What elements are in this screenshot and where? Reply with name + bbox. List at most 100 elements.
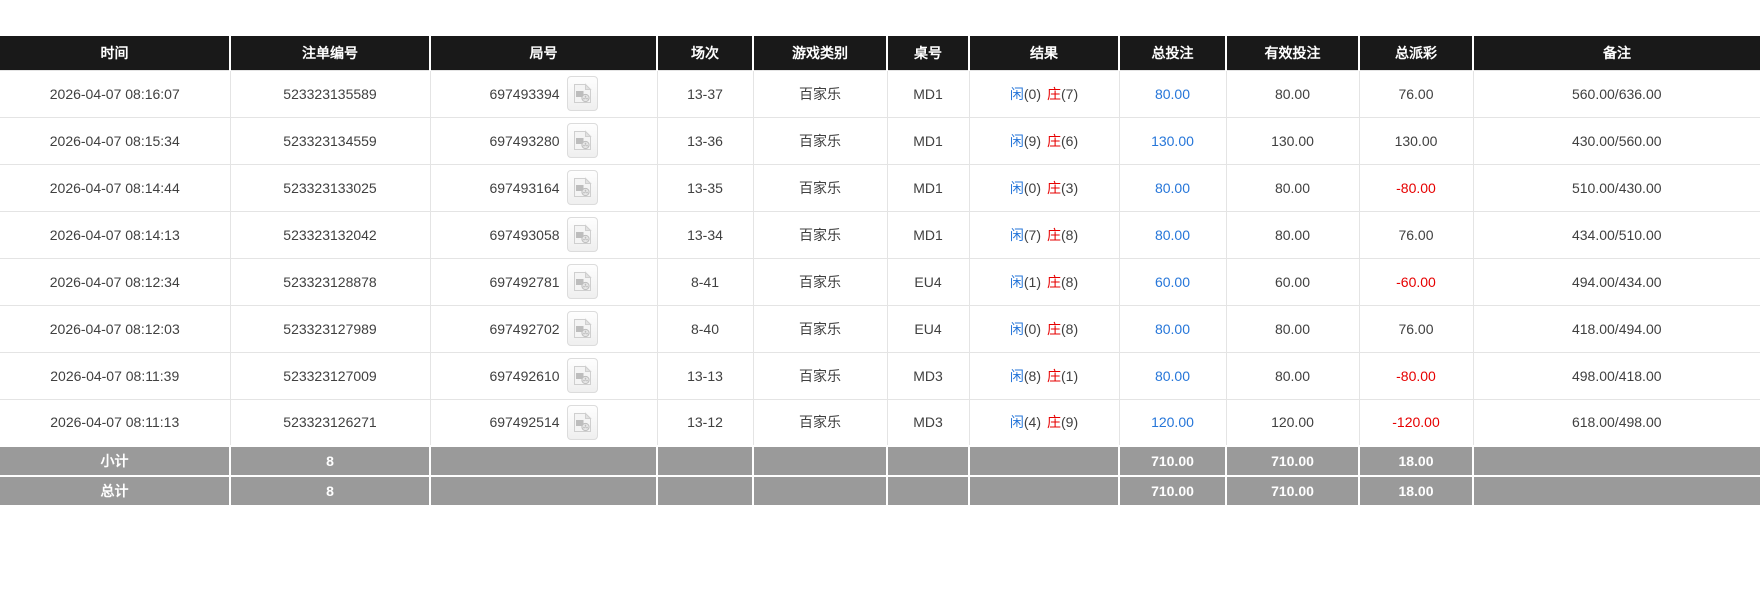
result-player-label: 闲 xyxy=(1009,132,1024,149)
total-bet-link[interactable]: 80.00 xyxy=(1154,179,1191,196)
cell-round: 697493058 xyxy=(429,210,658,259)
subtotal-row-cell-game xyxy=(752,445,888,477)
column-header-round: 局号 xyxy=(429,36,658,70)
result-player-value: (4) xyxy=(1023,414,1041,431)
video-replay-button[interactable] xyxy=(566,123,598,158)
result-banker-value: (8) xyxy=(1061,226,1079,243)
cell-bet_id: 523323127009 xyxy=(229,351,431,400)
film-icon xyxy=(573,318,592,338)
result-player-value: (7) xyxy=(1023,226,1041,243)
cell-remark: 510.00/430.00 xyxy=(1472,163,1760,212)
round-cell-content: 697493394 xyxy=(435,76,653,111)
grandtotal-row-cell-remark xyxy=(1472,475,1760,507)
column-header-result: 结果 xyxy=(968,36,1120,70)
table-row: 2026-04-07 08:11:13 523323126271 697492514… xyxy=(0,398,1760,447)
round-number: 697493164 xyxy=(489,179,560,196)
video-replay-button[interactable] xyxy=(566,217,598,252)
video-replay-button[interactable] xyxy=(566,76,598,111)
cell-time: 2026-04-07 08:14:44 xyxy=(0,163,231,212)
table-row: 2026-04-07 08:15:34 523323134559 697493280… xyxy=(0,116,1760,165)
cell-table_no: MD1 xyxy=(886,116,970,165)
result-player-label: 闲 xyxy=(1009,179,1024,196)
subtotal-row-cell-result xyxy=(968,445,1120,477)
cell-total_bet: 80.00 xyxy=(1118,304,1227,353)
cell-payout: -120.00 xyxy=(1358,398,1474,447)
video-replay-button[interactable] xyxy=(566,311,598,346)
film-icon xyxy=(573,224,592,244)
result-banker-label: 庄 xyxy=(1047,85,1061,102)
table-footer: 小计 8 710.00 710.00 18.00 总计 8 710.00 710.00 18.00 xyxy=(0,445,1760,507)
subtotal-row-cell-time: 小计 xyxy=(0,445,231,477)
cell-bet_id: 523323132042 xyxy=(229,210,431,259)
table-row: 2026-04-07 08:11:39 523323127009 697492610… xyxy=(0,351,1760,400)
cell-table_no: MD3 xyxy=(886,351,970,400)
payout-value: -60.00 xyxy=(1396,273,1436,290)
cell-session: 13-35 xyxy=(656,163,754,212)
cell-bet_id: 523323126271 xyxy=(229,398,431,447)
payout-value: 76.00 xyxy=(1398,85,1434,102)
result-banker-value: (3) xyxy=(1061,179,1079,196)
cell-remark: 560.00/636.00 xyxy=(1472,69,1760,118)
cell-round: 697493164 xyxy=(429,163,658,212)
cell-game: 百家乐 xyxy=(752,398,888,447)
video-replay-button[interactable] xyxy=(566,170,598,205)
subtotal-row-cell-valid_bet: 710.00 xyxy=(1225,445,1360,477)
result-banker-value: (6) xyxy=(1061,132,1079,149)
cell-time: 2026-04-07 08:16:07 xyxy=(0,69,231,118)
total-bet-link[interactable]: 80.00 xyxy=(1154,367,1191,384)
cell-game: 百家乐 xyxy=(752,116,888,165)
cell-bet_id: 523323127989 xyxy=(229,304,431,353)
video-replay-button[interactable] xyxy=(566,358,598,393)
total-bet-link[interactable]: 120.00 xyxy=(1151,414,1194,431)
grandtotal-row-cell-time: 总计 xyxy=(0,475,231,507)
cell-session: 13-13 xyxy=(656,351,754,400)
table-header: 时间 注单编号 局号 场次 游戏类别 桌号 结果 总投注 有效投注 总派彩 备注 xyxy=(0,36,1760,70)
subtotal-row-cell-payout: 18.00 xyxy=(1358,445,1474,477)
result-player-label: 闲 xyxy=(1009,226,1024,243)
cell-valid_bet: 130.00 xyxy=(1225,116,1360,165)
cell-table_no: MD1 xyxy=(886,210,970,259)
total-bet-link[interactable]: 130.00 xyxy=(1151,132,1194,149)
grandtotal-row: 总计 8 710.00 710.00 18.00 xyxy=(0,475,1760,507)
cell-bet_id: 523323128878 xyxy=(229,257,431,306)
cell-session: 13-34 xyxy=(656,210,754,259)
video-replay-button[interactable] xyxy=(566,264,598,299)
total-bet-link[interactable]: 80.00 xyxy=(1154,226,1191,243)
cell-payout: 76.00 xyxy=(1358,210,1474,259)
total-bet-link[interactable]: 60.00 xyxy=(1154,273,1191,290)
cell-round: 697493280 xyxy=(429,116,658,165)
result-banker-label: 庄 xyxy=(1047,414,1061,431)
column-header-total_bet: 总投注 xyxy=(1118,36,1227,70)
cell-valid_bet: 80.00 xyxy=(1225,304,1360,353)
column-header-time: 时间 xyxy=(0,36,231,70)
result-player-label: 闲 xyxy=(1009,85,1024,102)
cell-result: 闲(9) 庄(6) xyxy=(968,116,1120,165)
cell-total_bet: 60.00 xyxy=(1118,257,1227,306)
table-body: 2026-04-07 08:16:07 523323135589 697493394… xyxy=(0,69,1760,447)
cell-result: 闲(0) 庄(3) xyxy=(968,163,1120,212)
round-cell-content: 697493058 xyxy=(435,217,653,252)
result-player-value: (1) xyxy=(1023,273,1041,290)
cell-time: 2026-04-07 08:11:13 xyxy=(0,398,231,447)
result-player-value: (8) xyxy=(1023,367,1041,384)
total-bet-link[interactable]: 80.00 xyxy=(1154,85,1191,102)
cell-game: 百家乐 xyxy=(752,69,888,118)
cell-session: 8-41 xyxy=(656,257,754,306)
cell-payout: -80.00 xyxy=(1358,163,1474,212)
table-row: 2026-04-07 08:14:44 523323133025 697493164… xyxy=(0,163,1760,212)
result-banker-value: (8) xyxy=(1061,273,1079,290)
result-player-label: 闲 xyxy=(1009,273,1024,290)
cell-valid_bet: 80.00 xyxy=(1225,351,1360,400)
cell-total_bet: 80.00 xyxy=(1118,69,1227,118)
column-header-valid_bet: 有效投注 xyxy=(1225,36,1360,70)
round-cell-content: 697492781 xyxy=(435,264,653,299)
grandtotal-row-cell-round xyxy=(429,475,658,507)
cell-total_bet: 80.00 xyxy=(1118,210,1227,259)
round-number: 697493058 xyxy=(489,226,560,243)
total-bet-link[interactable]: 80.00 xyxy=(1154,320,1191,337)
film-icon xyxy=(573,130,592,150)
video-replay-button[interactable] xyxy=(566,404,598,440)
round-cell-content: 697493164 xyxy=(435,170,653,205)
film-icon xyxy=(573,177,592,197)
cell-valid_bet: 120.00 xyxy=(1225,398,1360,447)
